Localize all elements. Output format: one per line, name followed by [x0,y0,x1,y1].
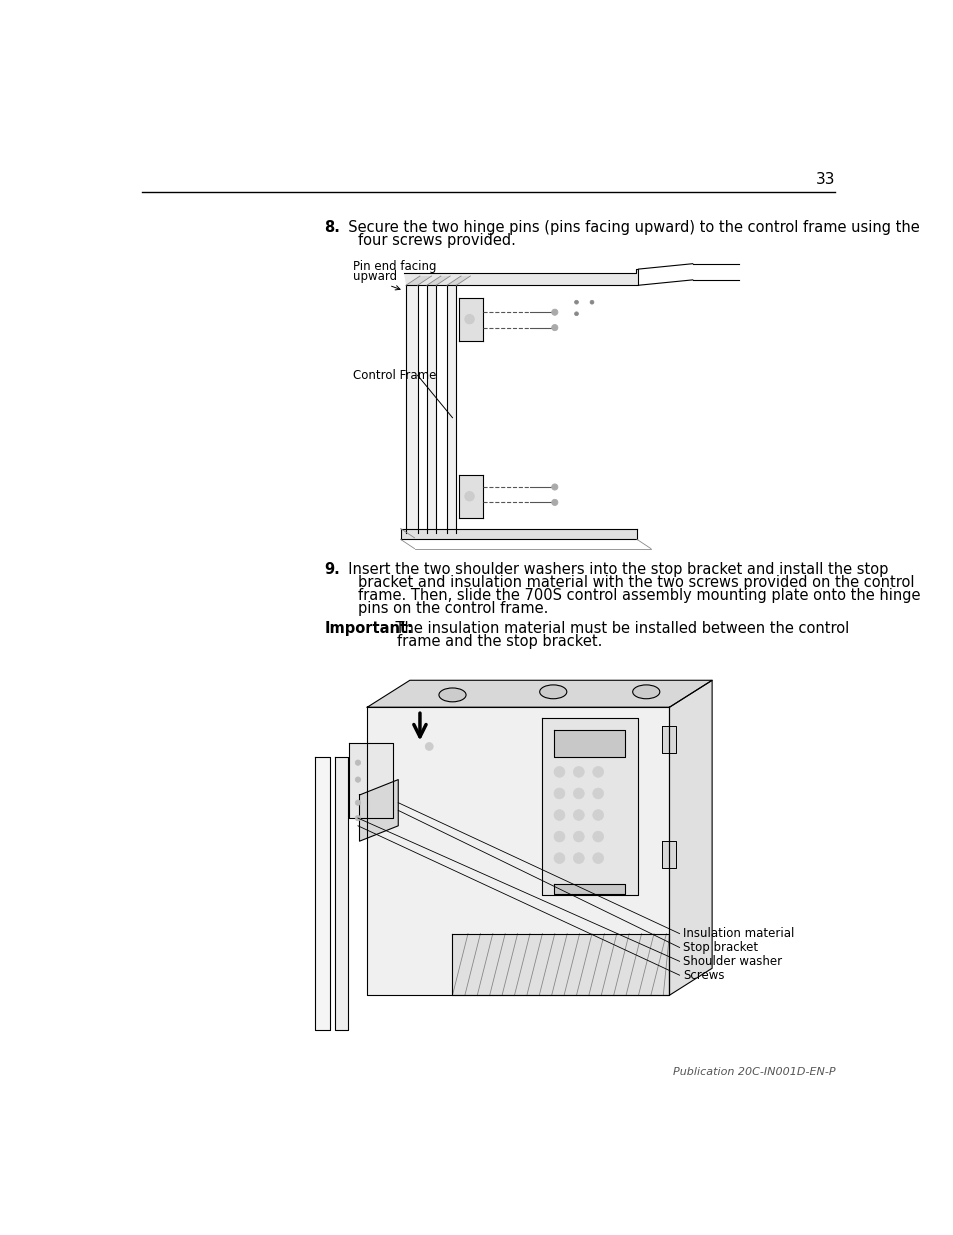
Text: four screws provided.: four screws provided. [357,233,516,248]
Text: Shoulder washer: Shoulder washer [682,955,781,968]
Circle shape [355,760,360,766]
Polygon shape [447,285,456,534]
Text: upward: upward [353,270,397,283]
Text: pins on the control frame.: pins on the control frame. [357,601,548,616]
Text: bracket and insulation material with the two screws provided on the control: bracket and insulation material with the… [357,574,914,590]
Ellipse shape [539,685,566,699]
Circle shape [554,788,564,799]
Ellipse shape [632,685,659,699]
Text: frame. Then, slide the 700S control assembly mounting plate onto the hinge: frame. Then, slide the 700S control asse… [357,588,920,603]
Circle shape [554,831,564,842]
Circle shape [592,788,603,799]
Polygon shape [367,680,711,708]
Polygon shape [452,934,669,995]
Circle shape [464,315,474,324]
Circle shape [592,852,603,863]
Polygon shape [554,883,624,894]
Circle shape [590,300,594,304]
Polygon shape [403,269,638,285]
Circle shape [573,810,583,820]
Text: frame and the stop bracket.: frame and the stop bracket. [396,634,601,650]
Text: Pin end facing: Pin end facing [353,259,436,273]
Polygon shape [427,285,436,534]
Polygon shape [541,718,638,895]
Circle shape [551,309,558,315]
Text: Insulation material: Insulation material [682,927,794,940]
Polygon shape [349,743,393,818]
Polygon shape [367,708,669,995]
Circle shape [551,325,558,331]
Circle shape [573,767,583,777]
Ellipse shape [438,688,466,701]
Text: 9.: 9. [324,562,340,577]
Polygon shape [314,757,330,1030]
Polygon shape [400,529,637,540]
Polygon shape [406,285,417,534]
Polygon shape [359,779,397,841]
Text: Screws: Screws [682,968,724,982]
Circle shape [592,831,603,842]
Circle shape [573,788,583,799]
Circle shape [551,484,558,490]
Polygon shape [458,475,483,517]
Text: 8.: 8. [324,220,340,235]
Text: Secure the two hinge pins (pins facing upward) to the control frame using the: Secure the two hinge pins (pins facing u… [338,220,919,235]
Circle shape [355,800,360,805]
Polygon shape [406,275,431,285]
Circle shape [425,742,433,751]
Text: Insert the two shoulder washers into the stop bracket and install the stop: Insert the two shoulder washers into the… [338,562,887,577]
Text: Important:: Important: [324,621,414,636]
Circle shape [574,300,578,304]
Circle shape [574,311,578,316]
Circle shape [551,499,558,505]
Text: The insulation material must be installed between the control: The insulation material must be installe… [377,621,849,636]
Circle shape [554,810,564,820]
Polygon shape [335,757,348,1030]
Circle shape [554,852,564,863]
Polygon shape [427,275,450,285]
Circle shape [592,767,603,777]
Circle shape [573,831,583,842]
Polygon shape [669,680,711,995]
Circle shape [355,815,360,821]
Polygon shape [458,299,483,341]
Text: Control Frame: Control Frame [353,369,436,382]
Circle shape [573,852,583,863]
Polygon shape [661,841,675,868]
Circle shape [554,767,564,777]
Circle shape [592,810,603,820]
Circle shape [464,492,474,501]
Polygon shape [661,726,675,752]
Circle shape [355,777,360,782]
Polygon shape [554,730,624,757]
Text: Publication 20C-IN001D-EN-P: Publication 20C-IN001D-EN-P [672,1067,835,1077]
Text: 33: 33 [815,172,835,186]
Polygon shape [447,275,470,285]
Text: Stop bracket: Stop bracket [682,941,758,953]
